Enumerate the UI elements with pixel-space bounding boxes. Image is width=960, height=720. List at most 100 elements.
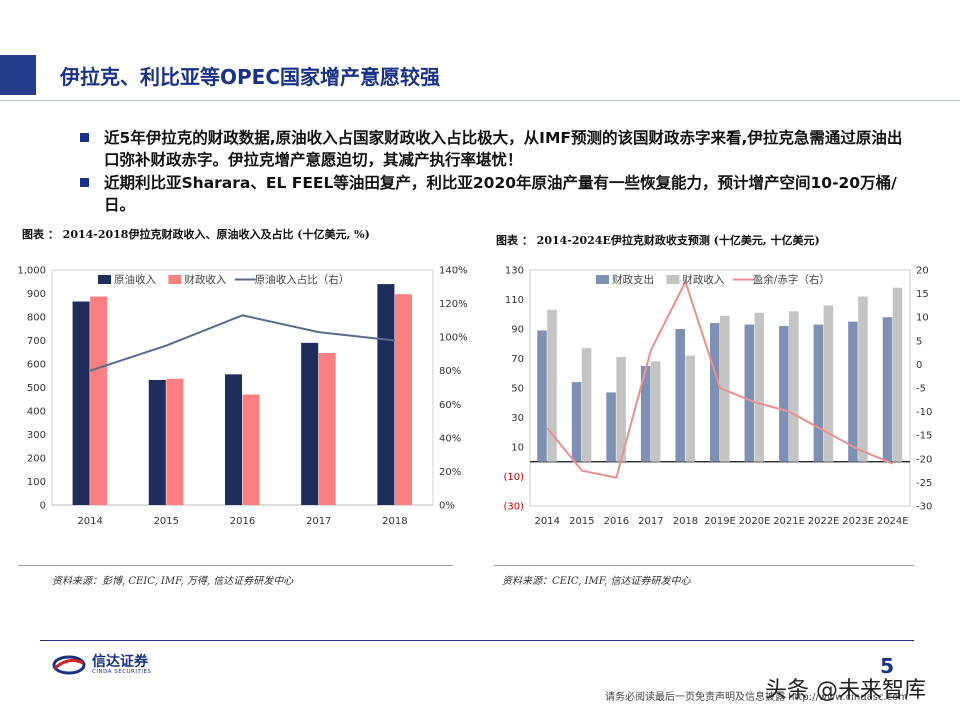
x-tick-label: 2022E xyxy=(808,516,840,527)
x-tick-label: 2018 xyxy=(382,516,407,527)
logo-swoosh-icon xyxy=(52,655,86,675)
legend-swatch xyxy=(596,275,609,284)
y-right-tick-label: 120% xyxy=(439,299,468,310)
x-tick-label: 2018 xyxy=(673,516,698,527)
y-left-tick-label: 900 xyxy=(27,289,46,300)
bar-1-a xyxy=(301,342,319,505)
bar-1-b xyxy=(394,294,412,505)
chart-2-title: 图表 ： 2014-2024E伊拉克财政收支预测 (十亿美元, 十亿美元) xyxy=(496,234,820,247)
y-right-tick-label: -25 xyxy=(916,478,932,489)
y-left-tick-label: 30 xyxy=(511,413,524,424)
legend-label: 财政收入 xyxy=(184,273,226,286)
legend-label: 原油收入占比（右） xyxy=(255,273,349,286)
y-right-tick-label: 100% xyxy=(439,333,468,344)
bar-1-a xyxy=(224,374,242,505)
y-left-tick-label: 90 xyxy=(511,325,524,336)
y-left-tick-label: 1,000 xyxy=(17,266,46,277)
series-line xyxy=(546,279,894,479)
x-tick-label: 2015 xyxy=(569,516,594,527)
y-right-tick-label: 10 xyxy=(916,313,929,324)
legend-label: 财政收入 xyxy=(682,273,724,286)
plot-area-frame xyxy=(529,269,911,507)
y-right-tick-label: 80% xyxy=(439,366,461,377)
bar-2-b xyxy=(858,296,868,462)
bar-2-a xyxy=(709,323,720,462)
y-left-tick-label: 50 xyxy=(511,384,524,395)
bullet-text: 近期利比亚Sharara、EL FEEL等油田复产，利比亚2020年原油产量有一… xyxy=(104,174,897,214)
bar-2-b xyxy=(650,361,661,462)
y-right-tick-label: -5 xyxy=(916,384,926,395)
chart-1-source: 资料来源：彭博, CEIC, IMF, 万得, 信达证券研发中心 xyxy=(52,576,294,587)
x-tick-label: 2015 xyxy=(154,516,179,527)
y-left-tick-label: (10) xyxy=(503,472,524,483)
y-left-tick-label: 0 xyxy=(40,501,46,512)
page-title: 伊拉克、利比亚等OPEC国家增产意愿较强 xyxy=(60,65,440,89)
y-right-tick-label: 140% xyxy=(439,266,468,277)
y-left-tick-label: 110 xyxy=(505,295,524,306)
bullet-square-icon xyxy=(80,133,89,142)
legend-swatch xyxy=(98,275,111,284)
x-tick-label: 2017 xyxy=(638,516,663,527)
y-right-tick-label: 0 xyxy=(916,360,922,371)
x-tick-label: 2016 xyxy=(604,516,629,527)
y-right-tick-label: 60% xyxy=(439,400,461,411)
bar-1-b xyxy=(242,394,260,505)
bar-2-a xyxy=(640,365,651,462)
y-right-tick-label: 20 xyxy=(916,266,929,277)
chart-1: 0 100 200 300 400 500 600 700 800 900 1,000 0% 20% 40… xyxy=(17,266,468,528)
bullet-list: 近5年伊拉克的财政数据,原油收入占国家财政收入占比极大，从IMF预测的该国财政赤… xyxy=(80,127,910,217)
x-tick-label: 2016 xyxy=(230,516,255,527)
x-tick-label: 2023E xyxy=(842,516,874,527)
y-right-tick-label: 20% xyxy=(439,467,461,478)
y-left-tick-label: 300 xyxy=(27,430,46,441)
bar-2-b xyxy=(581,348,592,462)
chart-2: (30)(10)1030507090110130-30-25-20-15-10-… xyxy=(503,266,932,528)
legend-label: 盈余/赤字（右） xyxy=(753,273,830,286)
bar-2-b xyxy=(616,357,626,462)
bar-2-a xyxy=(882,317,893,462)
y-left-tick-label: 400 xyxy=(27,407,46,418)
y-right-tick-label: 40% xyxy=(439,433,461,444)
legend-label: 财政支出 xyxy=(612,273,654,286)
bar-2-a xyxy=(537,330,547,462)
title-divider xyxy=(0,100,960,101)
bar-2-b xyxy=(547,309,557,462)
bar-2-a xyxy=(675,329,685,462)
header-accent-block xyxy=(0,55,36,95)
chart-2-source: 资料来源：CEIC, IMF, 信达证券研发中心 xyxy=(502,576,691,587)
y-right-tick-label: -10 xyxy=(916,407,932,418)
y-left-tick-label: 100 xyxy=(27,477,46,488)
bar-2-b xyxy=(892,287,903,462)
y-left-tick-label: (30) xyxy=(503,502,524,513)
legend-label: 原油收入 xyxy=(114,273,156,286)
x-tick-label: 2021E xyxy=(773,516,805,527)
x-tick-label: 2019E xyxy=(704,516,736,527)
y-left-tick-label: 600 xyxy=(27,360,46,371)
y-right-tick-label: -30 xyxy=(916,502,932,513)
x-tick-label: 2020E xyxy=(739,516,771,527)
x-tick-label: 2024E xyxy=(877,516,909,527)
bar-2-a xyxy=(779,326,789,462)
chart-2-source-divider xyxy=(494,565,914,566)
logo-subtitle: CINDA SECURITIES xyxy=(92,669,152,675)
y-left-tick-label: 500 xyxy=(27,383,46,394)
bar-1-a xyxy=(148,379,166,505)
series-line xyxy=(89,314,396,372)
x-tick-label: 2017 xyxy=(306,516,331,527)
watermark-text: 头条 @未来智库 xyxy=(765,678,926,703)
y-right-tick-label: -15 xyxy=(916,431,932,442)
y-left-tick-label: 10 xyxy=(511,443,524,454)
y-left-tick-label: 130 xyxy=(505,266,524,277)
chart-1-source-divider xyxy=(18,565,453,566)
bar-1-b xyxy=(318,352,336,505)
logo-name: 信达证券 xyxy=(92,654,148,670)
y-right-tick-label: -20 xyxy=(916,454,932,465)
disclaimer-text: 请务必阅读最后一页免责声明及信息披露 http://www.cindasc.co… xyxy=(605,692,908,703)
x-tick-label: 2014 xyxy=(535,516,560,527)
bullet-text: 近5年伊拉克的财政数据,原油收入占国家财政收入占比极大，从IMF预测的该国财政赤… xyxy=(104,129,903,169)
bullet-square-icon xyxy=(80,178,89,187)
bar-2-b xyxy=(823,305,834,462)
bar-2-b xyxy=(685,355,695,462)
y-right-tick-label: 0% xyxy=(439,501,455,512)
bar-2-a xyxy=(606,392,616,462)
